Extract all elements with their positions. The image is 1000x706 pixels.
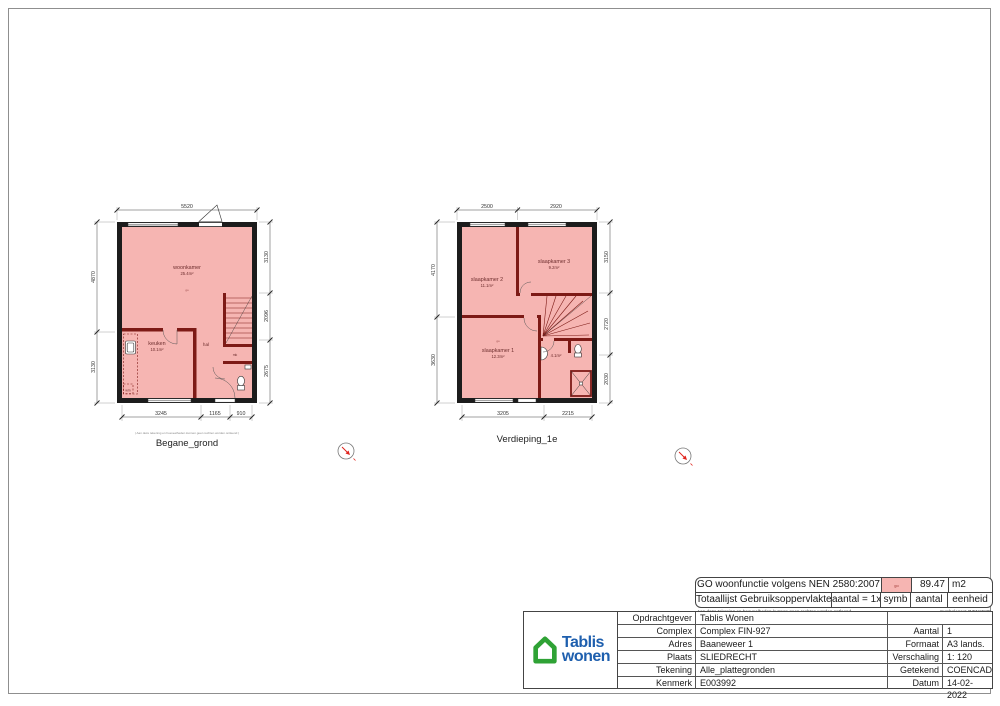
first-door-arcs [519,281,555,353]
staircase-icon [225,295,253,344]
logo-word-wonen: wonen [561,648,611,665]
ground-interior-walls [122,293,252,398]
room-label-wm: wm [125,389,130,393]
room-tag-woonkamer: go [185,288,189,292]
svg-text:3205: 3205 [497,411,509,417]
plan1-title: Begane_grond [156,438,218,449]
legend-amount-header: aantal [910,593,947,607]
svg-text:2920: 2920 [550,204,562,210]
go-color-swatch: go [881,578,911,592]
svg-text:2675: 2675 [264,365,270,377]
legend-go-unit: m2 [948,578,992,592]
svg-text:2500: 2500 [481,204,493,210]
legend-symb-header: symb [880,593,910,607]
room-area-keuken: 10.1m² [150,347,164,352]
svg-text:3150: 3150 [604,251,610,263]
ground-floor-area [122,227,252,398]
svg-text:2215: 2215 [562,411,574,417]
bathroom-sink-icon [540,346,548,361]
room-label-keuken: keuken [148,341,165,347]
svg-text:1165: 1165 [209,411,220,417]
room-area-slaapkamer2: 11.1m² [481,283,494,288]
legend-total-label: Totaallijst Gebruiksoppervlakte [696,594,831,605]
legend-go-label: GO woonfunctie volgens NEN 2580:2007 [697,579,880,590]
room-label-woonkamer: woonkamer [172,265,201,271]
plan2-title: Verdieping_1e [497,434,558,445]
svg-text:4170: 4170 [431,264,437,276]
svg-text:3130: 3130 [91,361,97,373]
ground-dimensions: 5520 4870 3130 3130 2096 2675 [91,204,273,421]
ground-door-arcs [162,328,236,399]
legend-row-go: GO woonfunctie volgens NEN 2580:2007 go … [696,578,992,592]
title-block-row: Tekening Alle_plattegronden Getekend COE… [617,663,992,676]
first-windows [469,222,567,403]
north-arrow-icon [674,447,693,466]
company-logo: Tablis wonen [524,612,618,688]
svg-text:5520: 5520 [181,204,193,210]
svg-text:910: 910 [237,411,246,417]
room-label-slaapkamer1: slaapkamer 1 [482,348,514,354]
winder-stairs-icon [542,295,592,337]
room-tag-slaapkamer1: go [496,339,500,343]
svg-text:2720: 2720 [604,318,610,330]
kitchen-counter-icon [123,333,138,395]
svg-text:3130: 3130 [264,251,270,263]
svg-text:4870: 4870 [91,271,97,283]
room-area-badkamer: 4.1m² [551,353,562,358]
room-label-slaapkamer2: slaapkamer 2 [471,277,503,283]
plan1-caption: ( Aan deze tekening en hoeveelheden kunn… [135,431,239,435]
room-label-mk: mk [233,353,238,357]
legend-unit-header: eenheid [947,593,992,607]
north-arrow-icon [337,442,356,461]
logo-word-tablis: Tablis [561,634,605,651]
title-block-row: Complex Complex FIN-927 Aantal 1 [617,624,992,637]
title-block-rows: Opdrachtgever Tablis Wonen Complex Compl… [617,612,992,700]
room-area-woonkamer: 25.4m² [180,271,194,276]
room-label-hal: hal [203,342,209,347]
title-block-row: Opdrachtgever Tablis Wonen [618,612,992,624]
sheet-border [8,8,991,694]
legend-go-amount: 89.47 [911,578,948,592]
ground-windows [127,204,236,403]
svg-text:3245: 3245 [155,411,167,417]
svg-text:2096: 2096 [264,310,270,322]
room-label-slaapkamer3: slaapkamer 3 [538,259,570,265]
title-block: Tablis wonen Opdrachtgever Tablis Wonen … [523,611,993,700]
first-interior-walls [462,227,592,398]
room-area-slaapkamer3: 9.2m² [549,265,560,270]
svg-text:3630: 3630 [431,354,437,366]
title-block-row: Adres Baaneweer 1 Formaat A3 lands. [617,637,992,650]
first-toilet-icon [574,344,582,358]
legend-row-header: Totaallijst Gebruiksoppervlakte aantal =… [696,592,992,607]
house-logo-icon [533,636,557,664]
toilet-icon [237,364,252,391]
svg-text:2030: 2030 [604,373,610,385]
shower-icon [570,370,592,397]
first-floor-plan: slaapkamer 2 11.1m² slaapkamer 3 9.2m² g… [431,204,613,445]
front-door-swing [198,204,223,222]
first-dimensions: 2500 2920 4170 3630 3150 2720 2030 [431,204,613,421]
legend-count: aantal = 1x [831,593,880,607]
title-block-row: Kenmerk E003992 Datum 14-02-2022 [617,676,992,700]
ground-floor-plan: woonkamer 25.4m² go keuken 10.1m² hal mk… [91,204,273,449]
title-block-row: Plaats SLIEDRECHT Verschaling 1: 120 [617,650,992,663]
room-area-slaapkamer1: 12.3m² [491,354,505,359]
first-floor-area [462,227,592,398]
